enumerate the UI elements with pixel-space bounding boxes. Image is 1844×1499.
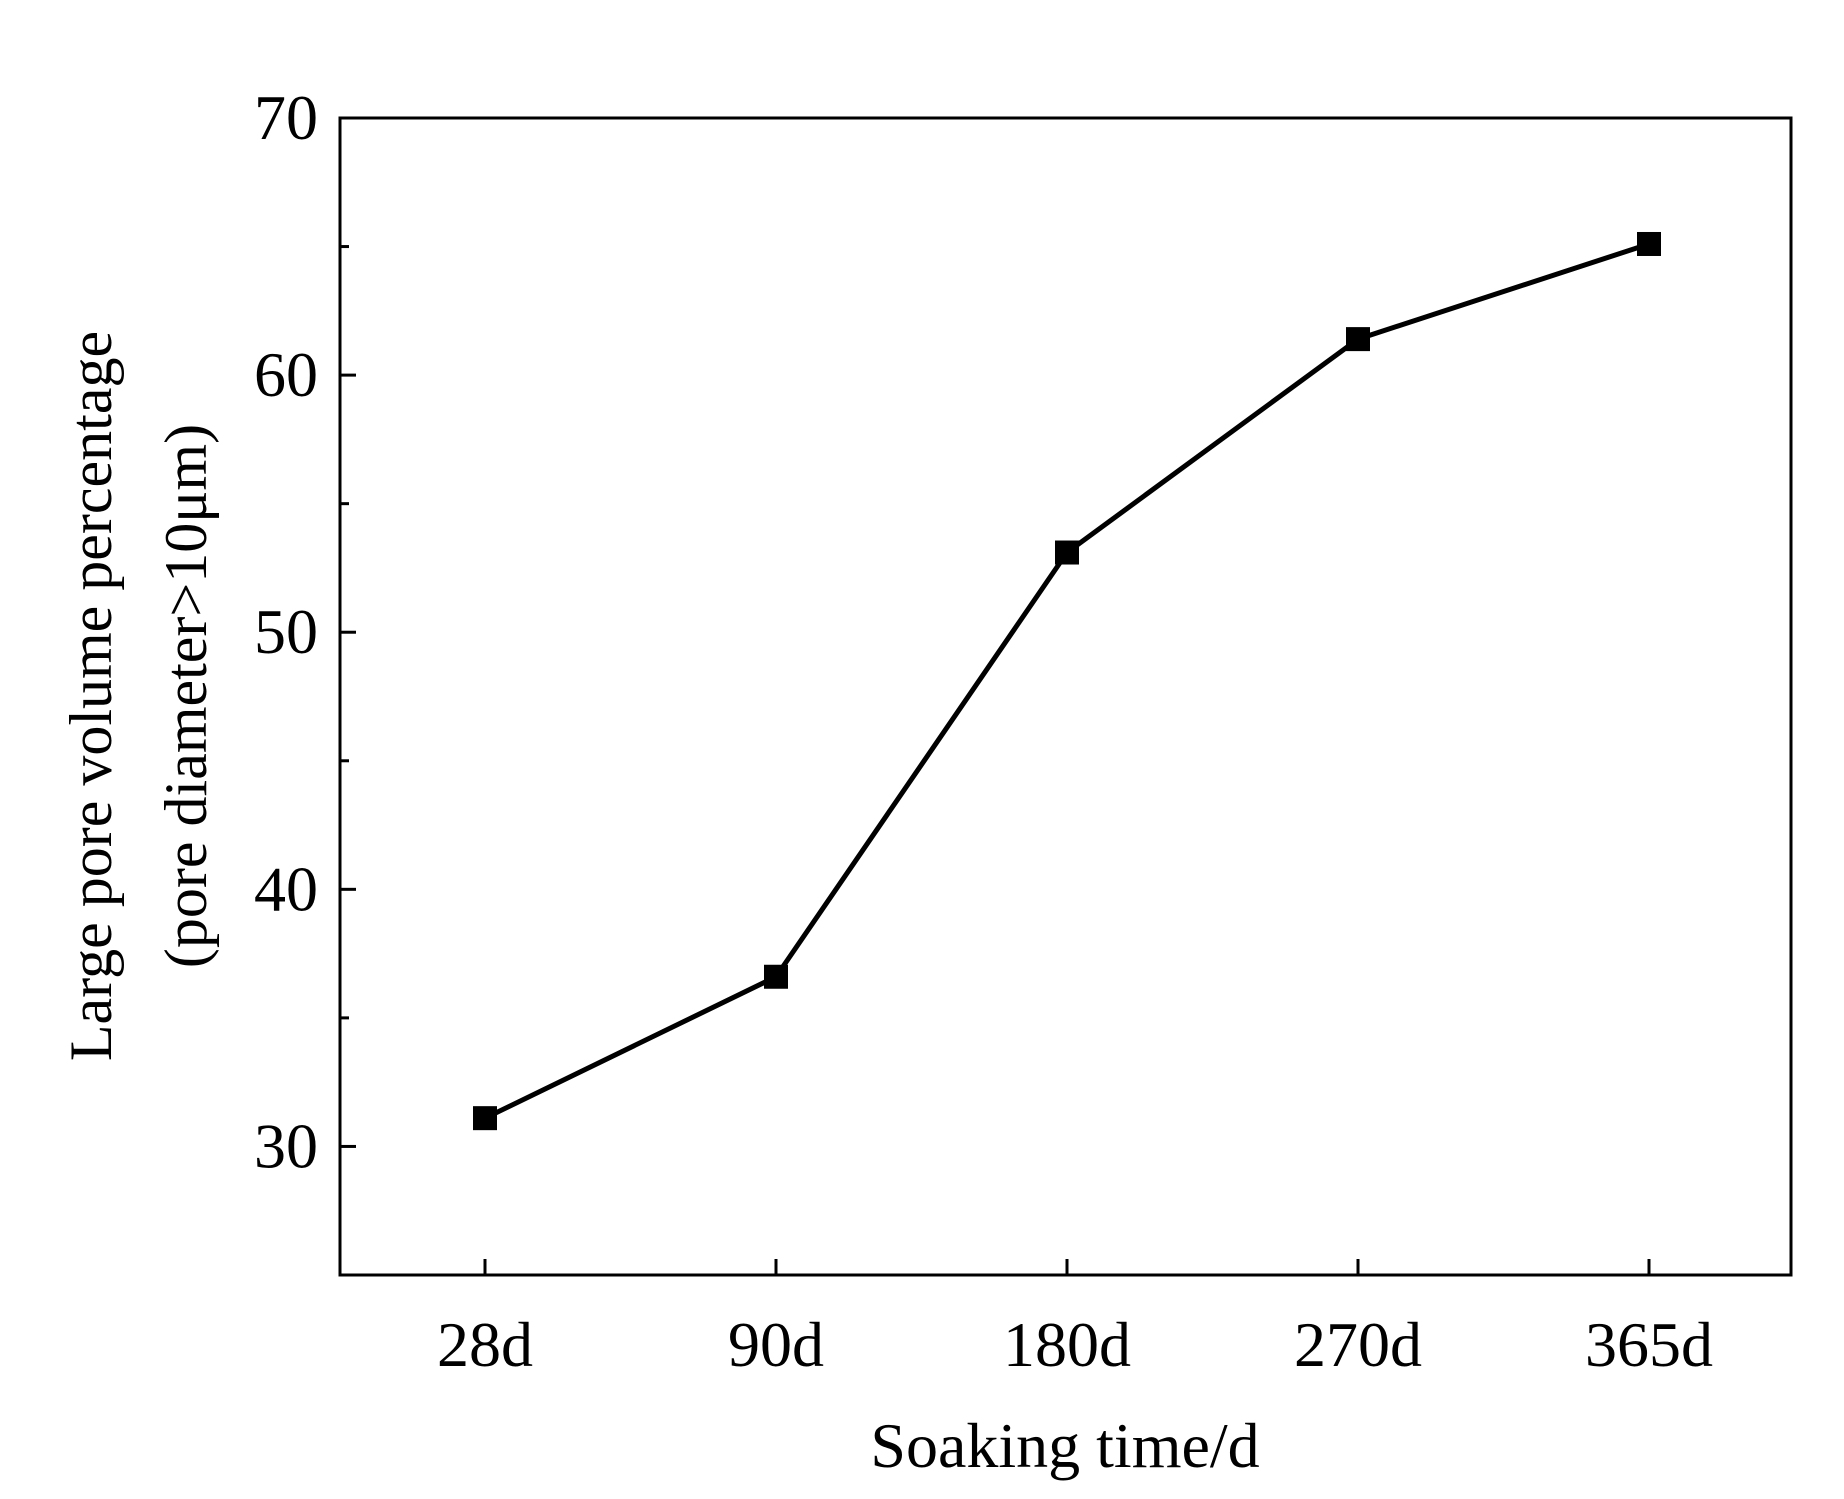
y-axis-label-line-2: (pore diameter>10μm) bbox=[153, 424, 219, 968]
y-tick-label: 60 bbox=[254, 339, 318, 410]
ticks-layer bbox=[340, 116, 1651, 1275]
y-tick-label: 50 bbox=[254, 596, 318, 667]
data-point-marker bbox=[473, 1106, 497, 1131]
data-point-marker bbox=[1055, 540, 1079, 565]
y-axis-label: Large pore volume percentage (pore diame… bbox=[58, 331, 219, 1061]
plot-area-frame bbox=[338, 116, 1793, 1277]
data-point-marker bbox=[764, 964, 788, 989]
x-tick-label: 365d bbox=[1585, 1309, 1713, 1380]
x-tick-label: 270d bbox=[1294, 1309, 1422, 1380]
y-tick-label: 30 bbox=[254, 1110, 318, 1181]
labels-layer: 30 40 50 60 70 28d 90d 180d 270d 365d bbox=[254, 82, 1713, 1380]
data-point-marker bbox=[1637, 231, 1661, 256]
y-axis-label-line-1: Large pore volume percentage bbox=[58, 331, 124, 1061]
series-line bbox=[483, 241, 1650, 1121]
y-tick-label: 40 bbox=[254, 853, 318, 924]
y-tick-label: 70 bbox=[254, 82, 318, 153]
x-axis-label: Soaking time/d bbox=[870, 1410, 1259, 1481]
x-tick-label: 180d bbox=[1003, 1309, 1131, 1380]
series-layer bbox=[473, 231, 1661, 1131]
data-point-marker bbox=[1346, 327, 1370, 352]
x-tick-label: 90d bbox=[728, 1309, 824, 1380]
x-tick-label: 28d bbox=[437, 1309, 533, 1380]
